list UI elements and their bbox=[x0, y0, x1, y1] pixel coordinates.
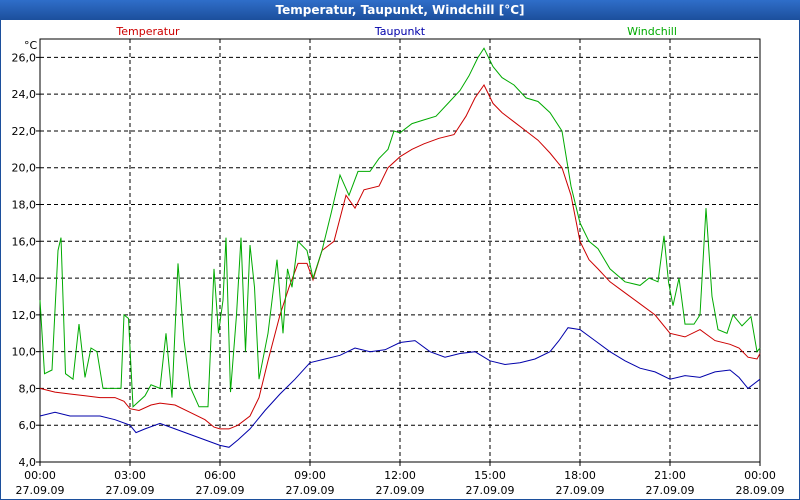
series-line-temperatur bbox=[39, 84, 761, 430]
x-tick-time: 12:00 bbox=[384, 469, 416, 482]
y-tick-label: 10,0 bbox=[12, 346, 37, 359]
x-tick-time: 18:00 bbox=[564, 469, 596, 482]
x-tick-time: 00:00 bbox=[744, 469, 776, 482]
series bbox=[39, 47, 761, 448]
y-tick-label: 18,0 bbox=[12, 199, 37, 212]
y-tick-label: 20,0 bbox=[12, 162, 37, 175]
grid bbox=[40, 39, 760, 463]
x-tick-date: 27.09.09 bbox=[376, 484, 425, 497]
legend-windchill: Windchill bbox=[627, 25, 677, 38]
x-tick-time: 00:00 bbox=[24, 469, 56, 482]
legend-temperatur: Temperatur bbox=[115, 25, 180, 38]
y-tick-label: 8,0 bbox=[19, 382, 37, 395]
legend-taupunkt: Taupunkt bbox=[374, 25, 426, 38]
x-tick-time: 15:00 bbox=[474, 469, 506, 482]
x-tick-time: 03:00 bbox=[114, 469, 146, 482]
x-axis: 00:00 27.09.09 03:00 27.09.09 06:00 27.09.09 0… bbox=[16, 462, 785, 497]
x-tick-date: 28.09.09 bbox=[736, 484, 785, 497]
x-tick-time: 09:00 bbox=[294, 469, 326, 482]
y-tick-label: 26,0 bbox=[12, 51, 37, 64]
x-tick-date: 27.09.09 bbox=[106, 484, 155, 497]
window-title: Temperatur, Taupunkt, Windchill [°C] bbox=[0, 0, 800, 20]
series-line-windchill bbox=[39, 47, 761, 408]
y-tick-label: 22,0 bbox=[12, 125, 37, 138]
x-tick-date: 27.09.09 bbox=[286, 484, 335, 497]
y-tick-label: 16,0 bbox=[12, 235, 37, 248]
x-tick-time: 06:00 bbox=[204, 469, 236, 482]
y-tick-label: 4,0 bbox=[19, 456, 37, 469]
x-tick-date: 27.09.09 bbox=[196, 484, 245, 497]
x-tick-date: 27.09.09 bbox=[16, 484, 65, 497]
y-axis: 4,0 6,0 8,0 10,0 12,0 14,0 16,0 18,0 20,0 22,0 24,… bbox=[12, 51, 40, 469]
y-tick-label: 14,0 bbox=[12, 272, 37, 285]
x-tick-date: 27.09.09 bbox=[466, 484, 515, 497]
y-tick-label: 24,0 bbox=[12, 88, 37, 101]
y-axis-label: °C bbox=[24, 39, 38, 52]
x-tick-time: 21:00 bbox=[654, 469, 686, 482]
series-line-taupunkt bbox=[39, 327, 761, 448]
y-tick-label: 12,0 bbox=[12, 309, 37, 322]
x-tick-date: 27.09.09 bbox=[556, 484, 605, 497]
y-tick-label: 6,0 bbox=[19, 419, 37, 432]
x-tick-date: 27.09.09 bbox=[646, 484, 695, 497]
